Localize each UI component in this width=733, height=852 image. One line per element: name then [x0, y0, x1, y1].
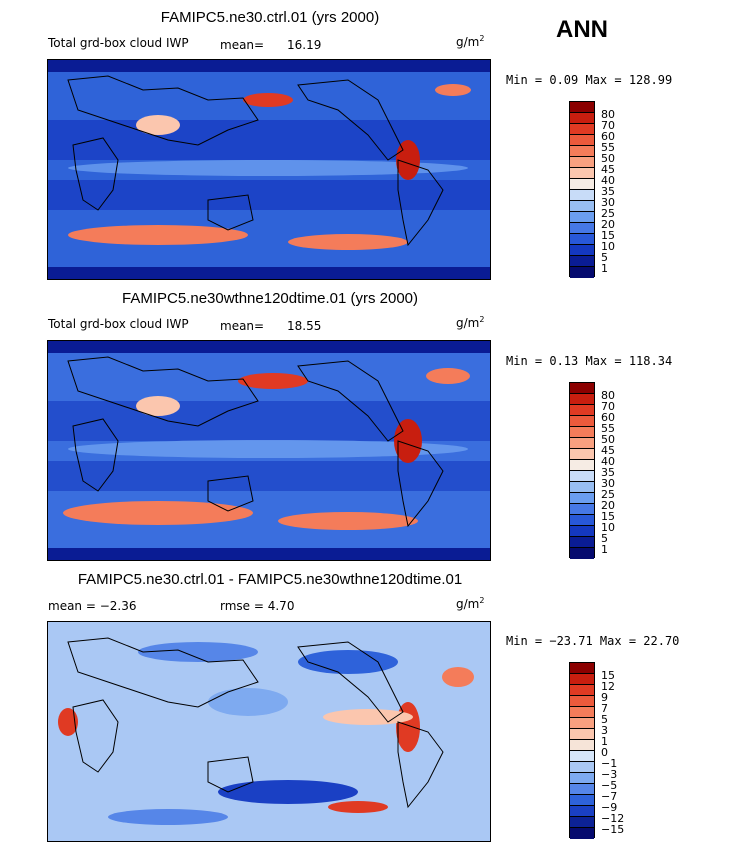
cbar-label: 35 — [601, 466, 615, 479]
panel2-units: g/m2 — [456, 315, 485, 330]
cbar-label: 5 — [601, 532, 608, 545]
panel2-mean-value: 18.55 — [287, 319, 322, 333]
panel1-map-field — [48, 60, 490, 279]
panel2-variable: Total grd-box cloud IWP — [48, 317, 189, 331]
cbar-label: 25 — [601, 207, 615, 220]
cbar-label: 5 — [601, 713, 608, 726]
cbar-label: 9 — [601, 691, 608, 704]
panel3-minmax: Min = −23.71 Max = 22.70 — [506, 634, 680, 648]
panel1-mean-label: mean= — [220, 38, 265, 52]
cbar-label: 5 — [601, 251, 608, 264]
cbar-label: 80 — [601, 108, 615, 121]
cbar-label: 7 — [601, 702, 608, 715]
cbar-label: 45 — [601, 163, 615, 176]
cbar-label: −5 — [601, 779, 618, 792]
cbar-label: 0 — [601, 746, 608, 759]
cbar-label: 35 — [601, 185, 615, 198]
panel3-mean: mean = −2.36 — [48, 599, 137, 613]
panel3-title: FAMIPC5.ne30.ctrl.01 - FAMIPC5.ne30wthne… — [77, 571, 463, 588]
panel1-mean-value: 16.19 — [287, 38, 322, 52]
cbar-label: 50 — [601, 433, 615, 446]
panel2-mean-label: mean= — [220, 319, 265, 333]
panel1-variable: Total grd-box cloud IWP — [48, 36, 189, 50]
cbar-label: 50 — [601, 152, 615, 165]
cbar-label: 1 — [601, 262, 608, 275]
cbar-label: 20 — [601, 499, 615, 512]
cbar-label: −9 — [601, 801, 618, 814]
cbar-label: 60 — [601, 130, 615, 143]
panel3-map-field — [48, 622, 490, 841]
cbar-label: −7 — [601, 790, 618, 803]
panel3-units: g/m2 — [456, 596, 485, 611]
cbar-label: −15 — [601, 823, 625, 836]
panel1-title: FAMIPC5.ne30.ctrl.01 (yrs 2000) — [160, 9, 380, 26]
cbar-label: 55 — [601, 422, 615, 435]
cbar-label: 80 — [601, 389, 615, 402]
cbar-label: 3 — [601, 724, 608, 737]
cbar-label: 30 — [601, 196, 615, 209]
cbar-label: 10 — [601, 521, 615, 534]
panel1-minmax: Min = 0.09 Max = 128.99 — [506, 73, 673, 87]
panel3-rmse: rmse = 4.70 — [220, 599, 295, 613]
cbar-label: 40 — [601, 174, 615, 187]
cbar-label: 60 — [601, 411, 615, 424]
cbar-label: 70 — [601, 400, 615, 413]
panel2-title: FAMIPC5.ne30wthne120dtime.01 (yrs 2000) — [122, 290, 418, 307]
panel3-map — [47, 621, 491, 842]
cbar-label: 10 — [601, 240, 615, 253]
panel2-colorbar — [569, 382, 595, 559]
cbar-label: 30 — [601, 477, 615, 490]
cbar-label: 40 — [601, 455, 615, 468]
panel3-colorbar — [569, 662, 595, 839]
cbar-label: 1 — [601, 735, 608, 748]
cbar-label: −12 — [601, 812, 625, 825]
cbar-label: −1 — [601, 757, 618, 770]
cbar-label: 15 — [601, 669, 615, 682]
cbar-label: 15 — [601, 510, 615, 523]
cbar-label: 15 — [601, 229, 615, 242]
cbar-label: 45 — [601, 444, 615, 457]
season-label: ANN — [556, 16, 608, 43]
cbar-label: 70 — [601, 119, 615, 132]
panel1-units: g/m2 — [456, 34, 485, 49]
cbar-label: 1 — [601, 543, 608, 556]
cbar-label: 55 — [601, 141, 615, 154]
panel2-map — [47, 340, 491, 561]
panel1-colorbar — [569, 101, 595, 278]
panel2-minmax: Min = 0.13 Max = 118.34 — [506, 354, 673, 368]
cbar-label: 25 — [601, 488, 615, 501]
cbar-label: 20 — [601, 218, 615, 231]
cbar-label: −3 — [601, 768, 618, 781]
cbar-label: 12 — [601, 680, 615, 693]
panel2-map-field — [48, 341, 490, 560]
panel1-map — [47, 59, 491, 280]
